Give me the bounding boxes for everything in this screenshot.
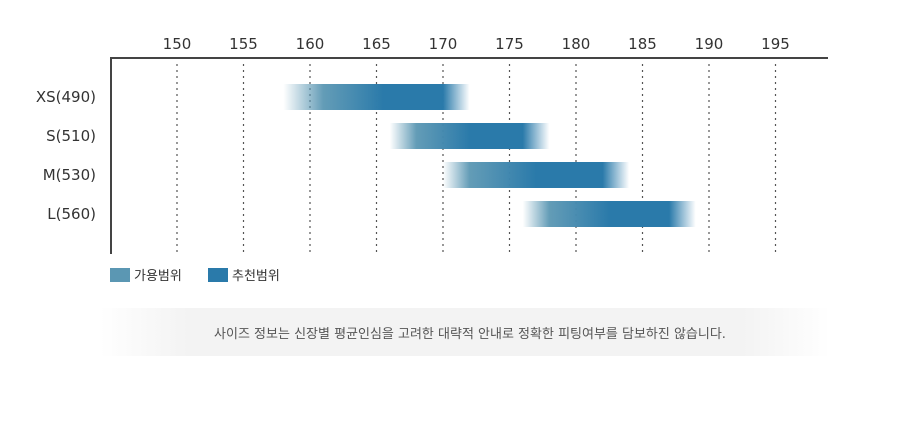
range-bar-m-530 [443,162,630,188]
legend-label-recommended: 추천범위 [232,269,280,284]
range-bar-l-560 [522,201,696,227]
x-tick-label: 160 [296,35,325,53]
legend: 가용범위 추천범위 [110,268,280,284]
x-tick-label: 165 [362,35,391,53]
x-tick-label: 150 [163,35,192,53]
legend-swatch-recommended [208,268,228,282]
range-bar-s-510 [389,123,550,149]
disclaimer-text: 사이즈 정보는 신장별 평균인심을 고려한 대략적 안내로 정확한 피팅여부를 … [214,327,726,342]
category-label: S(510) [46,127,96,145]
x-tick-label: 185 [628,35,657,53]
range-bar-xs-490 [283,84,470,110]
disclaimer-box: 사이즈 정보는 신장별 평균인심을 고려한 대략적 안내로 정확한 피팅여부를 … [100,308,830,356]
x-tick-label: 155 [229,35,258,53]
category-label: L(560) [47,205,96,223]
range-bars [283,84,696,227]
category-label: XS(490) [36,88,96,106]
x-tick-label: 175 [495,35,524,53]
x-tick-labels: 150 155 160 165 170 175 180 185 190 195 [163,35,790,53]
x-tick-label: 170 [429,35,458,53]
legend-label-allowed: 가용범위 [134,269,182,284]
disclaimer-background [100,308,830,356]
axes [110,57,828,254]
category-label: M(530) [43,166,96,184]
legend-swatch-allowed [110,268,130,282]
x-tick-label: 180 [562,35,591,53]
category-labels: XS(490) S(510) M(530) L(560) [36,88,96,223]
x-tick-label: 190 [695,35,724,53]
x-tick-label: 195 [761,35,790,53]
